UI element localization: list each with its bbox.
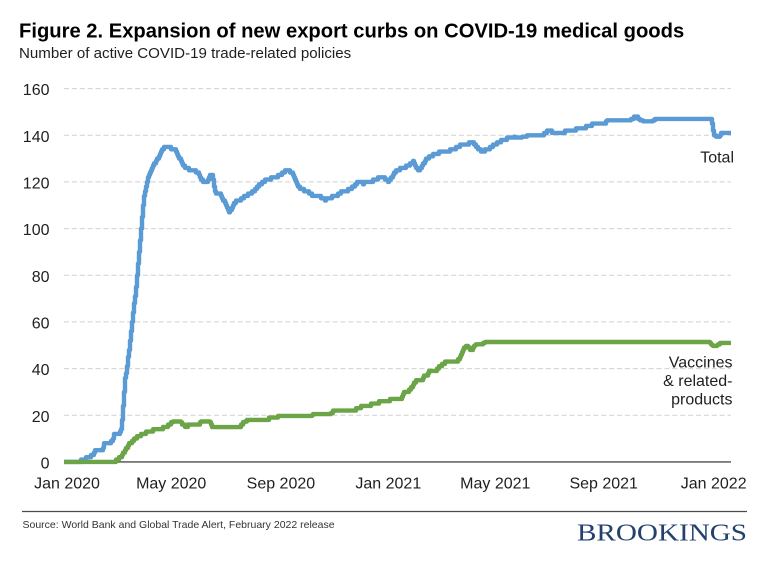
svg-text:Jan 2020: Jan 2020 [34,476,100,493]
svg-text:May 2020: May 2020 [136,476,206,493]
svg-text:Number of active COVID-19 trad: Number of active COVID-19 trade-related … [19,45,351,62]
svg-text:120: 120 [23,176,50,193]
svg-text:Figure 2. Expansion of new exp: Figure 2. Expansion of new export curbs … [19,21,684,43]
svg-text:products: products [671,392,732,409]
svg-text:BROOKINGS: BROOKINGS [577,520,747,547]
svg-text:& related-: & related- [663,373,732,390]
svg-text:Vaccines: Vaccines [669,355,733,372]
svg-text:140: 140 [23,129,50,146]
svg-text:160: 160 [23,82,50,99]
svg-text:80: 80 [32,269,50,286]
svg-text:0: 0 [41,456,50,473]
svg-text:Source: World Bank and Global: Source: World Bank and Global Trade Aler… [23,519,335,531]
svg-text:Jan 2022: Jan 2022 [681,476,747,493]
svg-text:Sep 2020: Sep 2020 [247,476,316,493]
svg-text:May 2021: May 2021 [460,476,530,493]
svg-text:Sep 2021: Sep 2021 [569,476,638,493]
svg-text:40: 40 [32,362,50,379]
svg-text:60: 60 [32,316,50,333]
svg-text:20: 20 [32,409,50,426]
svg-text:Jan 2021: Jan 2021 [355,476,421,493]
svg-text:Total: Total [700,150,734,167]
svg-text:100: 100 [23,222,50,239]
